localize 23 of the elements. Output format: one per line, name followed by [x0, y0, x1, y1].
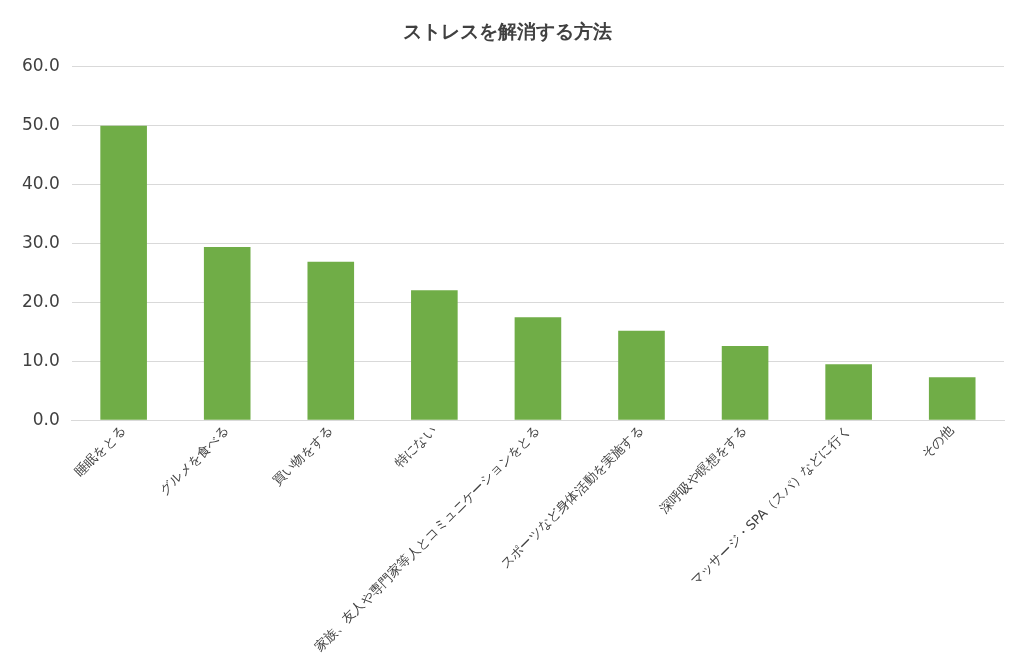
- y-tick-label: 0.0: [32, 408, 60, 429]
- x-tick-label: その他: [918, 422, 957, 461]
- y-tick-label: 40.0: [21, 173, 60, 194]
- y-tick-label: 60.0: [21, 55, 60, 76]
- y-tick-label: 50.0: [21, 114, 60, 135]
- bar: [307, 261, 355, 420]
- y-tick-label: 30.0: [21, 232, 60, 252]
- bar: [411, 290, 458, 420]
- bar: [928, 377, 976, 420]
- x-tick-label: 深呼吸や瞑想をする: [656, 422, 750, 517]
- y-tick-label: 20.0: [21, 290, 60, 311]
- y-tick-label: 10.0: [21, 349, 60, 370]
- chart-title: ストレスを解消する方法: [402, 20, 612, 43]
- bar: [721, 346, 769, 420]
- bar: [100, 125, 147, 420]
- x-tick-label: 買い物をする: [269, 422, 336, 489]
- bar: [618, 330, 665, 420]
- bar: [514, 317, 562, 420]
- bar: [203, 247, 251, 420]
- x-tick-label: 特にない: [391, 422, 439, 471]
- bar: [825, 364, 872, 420]
- x-tick-label: グルメを食べる: [156, 422, 232, 498]
- x-tick-label: 睡眠をとる: [71, 422, 129, 480]
